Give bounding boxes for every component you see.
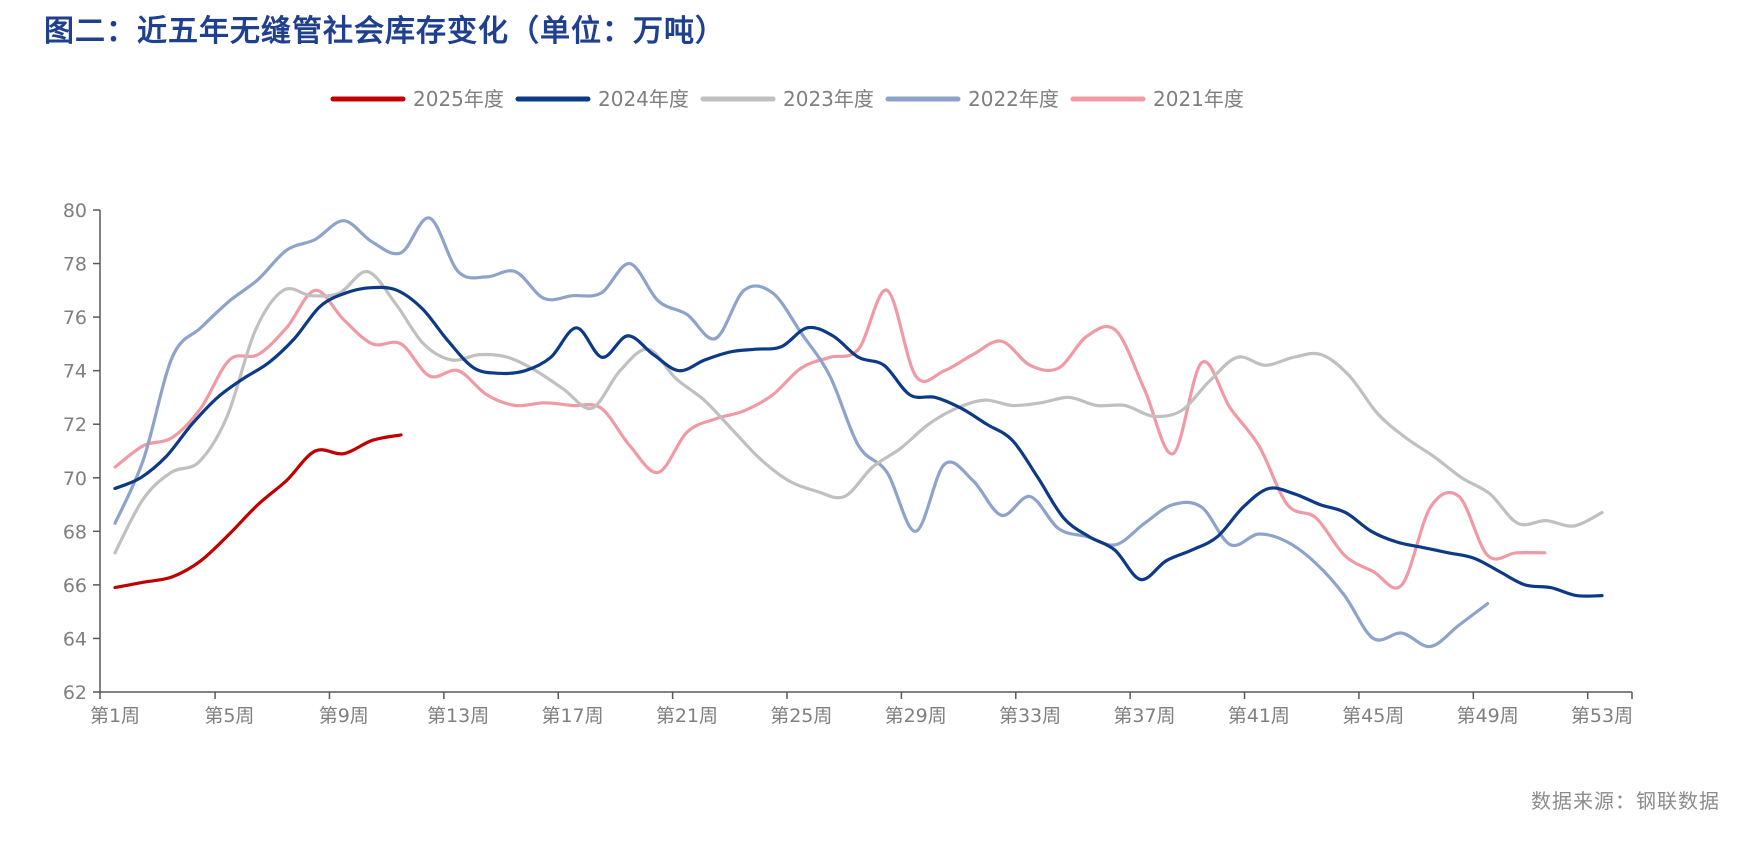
- x-tick-label: 第41周: [1228, 705, 1290, 727]
- legend-label: 2022年度: [968, 87, 1059, 111]
- y-tick-label: 62: [63, 682, 87, 704]
- x-tick-label: 第37周: [1113, 705, 1175, 727]
- legend-label: 2021年度: [1153, 87, 1244, 111]
- chart-series: [113, 216, 1604, 649]
- y-tick-label: 64: [63, 628, 87, 650]
- series-line-2025: [113, 433, 403, 590]
- legend-item-2025: 2025年度: [330, 87, 504, 111]
- x-tick-label: 第9周: [319, 705, 369, 727]
- legend-label: 2023年度: [783, 87, 874, 111]
- legend-item-2024: 2024年度: [515, 87, 689, 111]
- x-tick-label: 第49周: [1457, 705, 1519, 727]
- chart-legend: 2025年度 2024年度 2023年度 2022年度 2021年度: [330, 87, 1244, 111]
- legend-item-2022: 2022年度: [885, 87, 1059, 111]
- series-line-2022: [113, 216, 1490, 649]
- x-tick-label: 第5周: [204, 705, 254, 727]
- legend-label: 2025年度: [413, 87, 504, 111]
- chart-title: 图二：近五年无缝管社会库存变化（单位：万吨）: [44, 14, 726, 49]
- y-tick-label: 66: [63, 575, 87, 597]
- x-tick-label: 第25周: [770, 705, 832, 727]
- x-tick-label: 第29周: [885, 705, 947, 727]
- y-tick-label: 80: [63, 200, 87, 222]
- x-tick-label: 第1周: [90, 705, 140, 727]
- legend-label: 2024年度: [598, 87, 689, 111]
- data-source-note: 数据来源：钢联数据: [1531, 789, 1720, 813]
- series-line-2023: [113, 269, 1604, 555]
- x-tick-label: 第13周: [427, 705, 489, 727]
- series-line-2024: [113, 285, 1604, 598]
- y-tick-label: 72: [63, 414, 87, 436]
- y-tick-label: 76: [63, 307, 87, 329]
- y-tick-label: 68: [63, 521, 87, 543]
- chart-axes: 62 64 66 68 70 72 74 76 78 80 第1周 第5周 第9周 第13周 第17周 第21…: [63, 200, 1633, 727]
- x-tick-label: 第33周: [999, 705, 1061, 727]
- series-line-2021: [113, 288, 1547, 590]
- x-tick-label: 第17周: [541, 705, 603, 727]
- y-tick-label: 74: [63, 361, 87, 383]
- x-tick-label: 第45周: [1342, 705, 1404, 727]
- y-tick-label: 78: [63, 254, 87, 276]
- x-tick-label: 第53周: [1571, 705, 1633, 727]
- legend-item-2021: 2021年度: [1070, 87, 1244, 111]
- x-tick-label: 第21周: [656, 705, 718, 727]
- y-tick-label: 70: [63, 468, 87, 490]
- legend-item-2023: 2023年度: [700, 87, 874, 111]
